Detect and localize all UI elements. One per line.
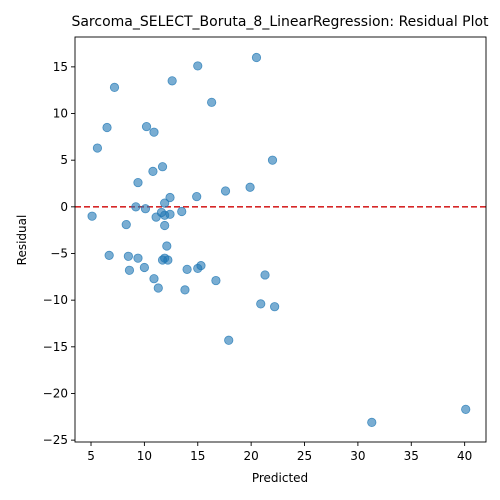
y-tick-label: −5 xyxy=(50,246,68,260)
data-point xyxy=(224,335,234,345)
data-point xyxy=(92,143,103,153)
data-point xyxy=(149,274,159,284)
data-point xyxy=(140,204,151,214)
data-point xyxy=(104,250,114,260)
data-point xyxy=(193,263,203,274)
data-point xyxy=(367,417,377,428)
data-point xyxy=(131,202,141,212)
data-point xyxy=(157,162,168,172)
data-point xyxy=(165,192,175,203)
data-point xyxy=(151,212,161,222)
data-point xyxy=(260,270,270,280)
data-point xyxy=(141,121,152,132)
y-tick-label: −20 xyxy=(43,386,68,400)
data-points xyxy=(87,52,471,428)
x-tick-label: 35 xyxy=(404,449,419,463)
x-tick-label: 40 xyxy=(457,449,472,463)
y-axis-label: Residual xyxy=(15,215,29,266)
y-tick-label: 10 xyxy=(53,107,68,121)
x-tick-label: 5 xyxy=(87,449,95,463)
data-point xyxy=(133,177,143,188)
data-point xyxy=(193,61,203,71)
x-tick-label: 30 xyxy=(350,449,365,463)
data-point xyxy=(245,182,255,192)
x-tick-label: 10 xyxy=(137,449,152,463)
data-point xyxy=(102,122,112,133)
y-tick-label: −10 xyxy=(43,293,68,307)
x-axis-label: Predicted xyxy=(252,471,308,485)
data-point xyxy=(109,82,120,92)
plot-frame xyxy=(74,36,487,443)
y-tick-label: −25 xyxy=(43,433,68,447)
data-point xyxy=(256,299,266,309)
axes: 5 10 15 20 25 30 35 40 −25 −20 −15 −10 −5 0 5 10 15 xyxy=(43,36,487,463)
data-point xyxy=(267,155,278,165)
data-point xyxy=(153,283,163,293)
data-point xyxy=(123,251,133,261)
data-point xyxy=(124,265,135,275)
data-point xyxy=(180,285,190,295)
data-point xyxy=(121,219,131,230)
y-tick-label: 0 xyxy=(60,200,68,214)
data-point xyxy=(192,191,202,202)
x-tick-label: 25 xyxy=(297,449,312,463)
x-tick-label: 20 xyxy=(244,449,259,463)
x-tick-label: 15 xyxy=(190,449,205,463)
data-point xyxy=(87,211,97,221)
data-point xyxy=(165,209,175,219)
data-point xyxy=(182,264,192,274)
data-point xyxy=(211,275,221,286)
data-point xyxy=(160,198,170,208)
y-tick-label: −15 xyxy=(43,340,68,354)
data-point xyxy=(167,76,177,86)
data-point xyxy=(251,52,262,63)
data-point xyxy=(220,186,231,196)
data-point xyxy=(177,206,187,217)
data-point xyxy=(148,166,158,176)
chart-title: Sarcoma_SELECT_Boruta_8_LinearRegression… xyxy=(71,14,489,30)
data-point xyxy=(270,302,280,312)
data-point xyxy=(149,127,159,137)
data-point xyxy=(207,97,217,107)
data-point xyxy=(133,253,143,263)
data-point xyxy=(163,255,173,265)
data-point xyxy=(162,241,172,251)
data-point xyxy=(461,404,471,414)
y-tick-label: 5 xyxy=(60,153,68,167)
data-point xyxy=(160,220,170,231)
y-tick-label: 15 xyxy=(53,60,68,74)
data-point xyxy=(139,262,149,273)
